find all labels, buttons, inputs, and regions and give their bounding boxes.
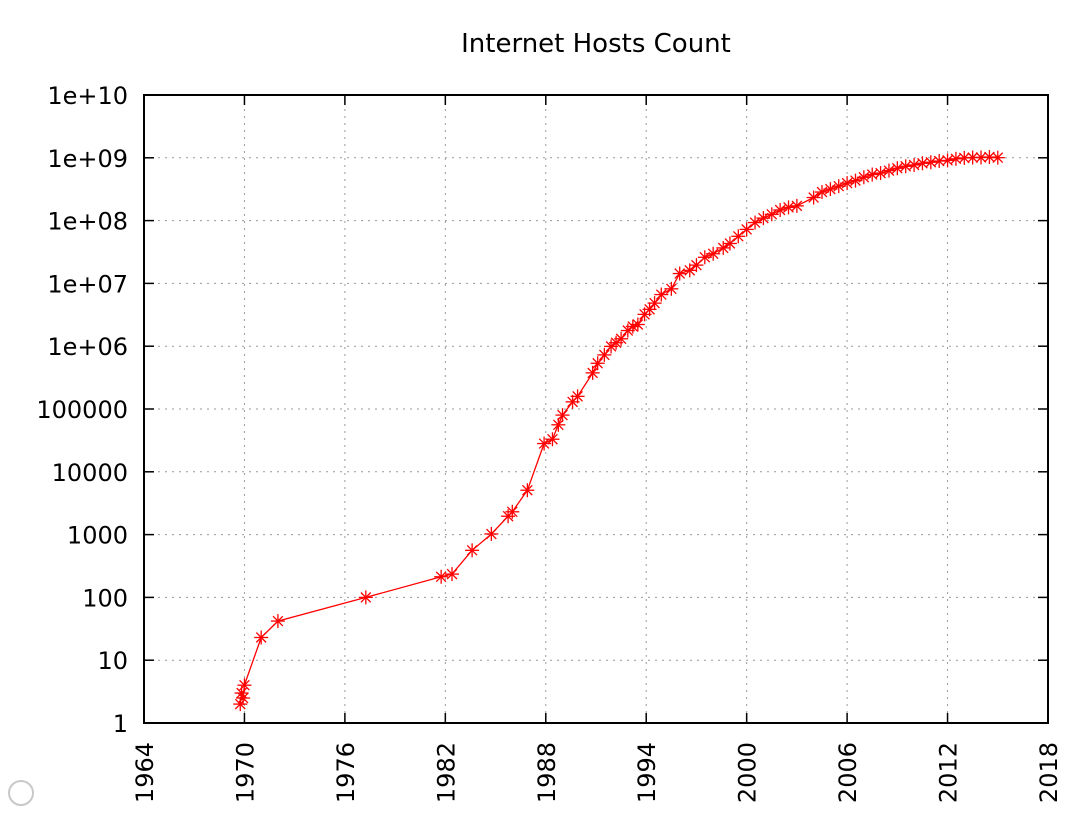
data-point: [840, 176, 855, 191]
y-tick-label: 100000: [36, 396, 128, 424]
data-point: [614, 331, 629, 346]
data-point: [630, 317, 645, 332]
data-point: [445, 567, 460, 582]
data-point: [585, 365, 600, 380]
data-point: [570, 389, 585, 404]
data-point: [555, 408, 570, 423]
data-point: [537, 436, 552, 451]
watermark: [8, 780, 34, 806]
x-tick-label: 1982: [432, 742, 460, 803]
data-point: [982, 150, 997, 165]
data-point: [948, 151, 963, 166]
data-point: [672, 266, 687, 281]
data-point: [590, 356, 605, 371]
data-point: [358, 590, 373, 605]
data-point: [270, 614, 285, 629]
x-tick-label: 1970: [231, 742, 259, 803]
data-point: [873, 166, 888, 181]
y-tick-label: 1e+07: [47, 270, 128, 298]
y-tick-label: 1: [113, 710, 128, 738]
data-point: [254, 630, 269, 645]
data-point: [647, 296, 662, 311]
data-point: [881, 163, 896, 178]
data-point: [907, 157, 922, 172]
data-point: [739, 222, 754, 237]
y-tick-label: 10: [97, 647, 128, 675]
data-point: [609, 335, 624, 350]
data-point: [434, 569, 449, 584]
chart-title: Internet Hosts Count: [461, 29, 731, 59]
y-tick-label: 1e+10: [47, 82, 128, 110]
data-point: [237, 678, 252, 693]
watermark-logo-icon: [8, 780, 34, 806]
data-point: [781, 200, 796, 215]
data-point: [484, 526, 499, 541]
data-point: [654, 287, 669, 302]
data-point: [236, 691, 251, 706]
y-tick-label: 10000: [52, 459, 128, 487]
data-point: [865, 167, 880, 182]
y-tick-label: 1e+09: [47, 145, 128, 173]
data-point: [806, 190, 821, 205]
y-tick-label: 1000: [67, 522, 128, 550]
x-tick-label: 2018: [1035, 742, 1063, 803]
data-point: [890, 161, 905, 176]
data-point: [597, 347, 612, 362]
data-point: [748, 215, 763, 230]
x-tick-label: 1976: [332, 742, 360, 803]
data-point: [789, 198, 804, 213]
data-point: [545, 432, 560, 447]
plot-frame: [143, 94, 1049, 724]
data-point: [773, 203, 788, 218]
data-point: [731, 229, 746, 244]
data-point: [465, 543, 480, 558]
y-tick-label: 100: [82, 584, 128, 612]
data-point: [505, 504, 520, 519]
data-point: [664, 281, 679, 296]
data-point: [722, 236, 737, 251]
x-tick-label: 2006: [834, 742, 862, 803]
x-tick-label: 2012: [935, 742, 963, 803]
data-point: [940, 153, 955, 168]
x-tick-label: 2000: [734, 742, 762, 803]
data-point: [706, 246, 721, 261]
data-point: [856, 170, 871, 185]
tick-layer: 1964 1970 1976 1982 1988 1994 2000 2006 2012 2018…: [36, 82, 1063, 803]
data-point: [990, 150, 1005, 165]
y-tick-label: 1e+08: [47, 208, 128, 236]
series-line: [239, 156, 998, 705]
x-tick-label: 1994: [633, 742, 661, 803]
series-layer: [233, 150, 1005, 712]
x-tick-label: 1988: [533, 742, 561, 803]
x-tick-label: 1964: [131, 742, 159, 803]
data-point: [520, 483, 535, 498]
y-tick-label: 1e+06: [47, 333, 128, 361]
grid-layer: [144, 95, 1048, 723]
